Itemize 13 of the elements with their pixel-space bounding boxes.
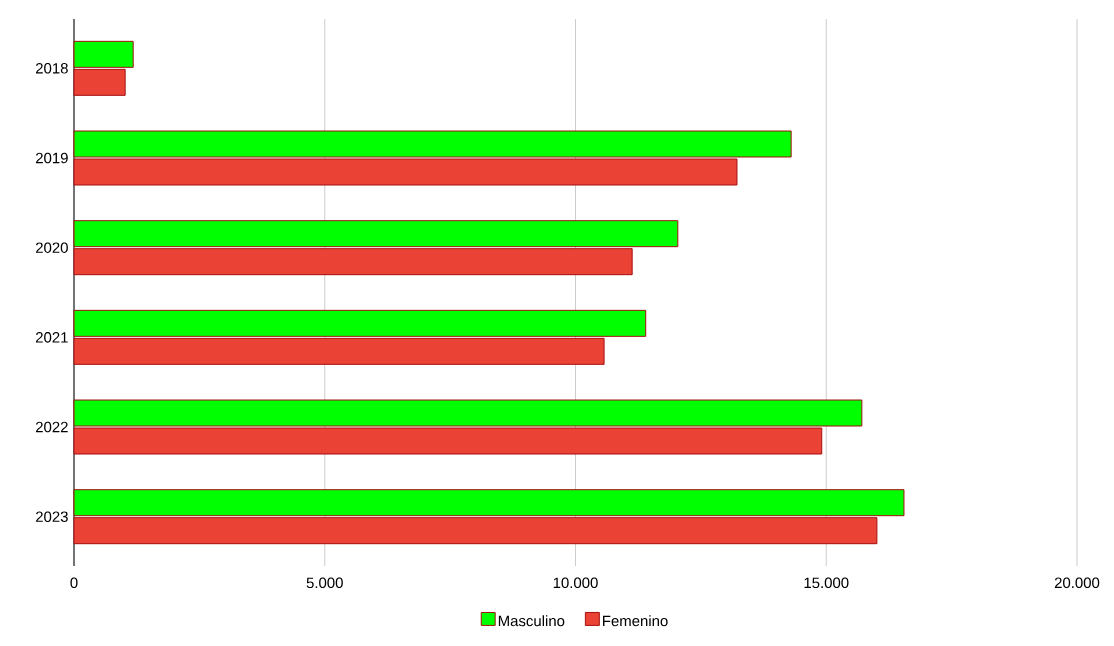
x-tick-label: 15.000 [804, 577, 849, 589]
y-tick-label: 2020 [35, 242, 68, 253]
y-tick-label: 2021 [35, 332, 68, 343]
x-tick-label: 5.000 [306, 577, 343, 589]
legend-label: Masculino [498, 615, 565, 627]
x-tick-label: 0 [70, 577, 78, 589]
x-tick-label: 20.000 [1054, 577, 1100, 589]
x-tick-label: 10.000 [553, 577, 598, 589]
y-tick-label: 2018 [35, 63, 68, 74]
y-tick-label: 2019 [35, 152, 68, 164]
y-tick-label: 2022 [35, 421, 68, 433]
legend-label: Femenino [603, 615, 668, 627]
y-tick-label: 2023 [35, 511, 68, 522]
